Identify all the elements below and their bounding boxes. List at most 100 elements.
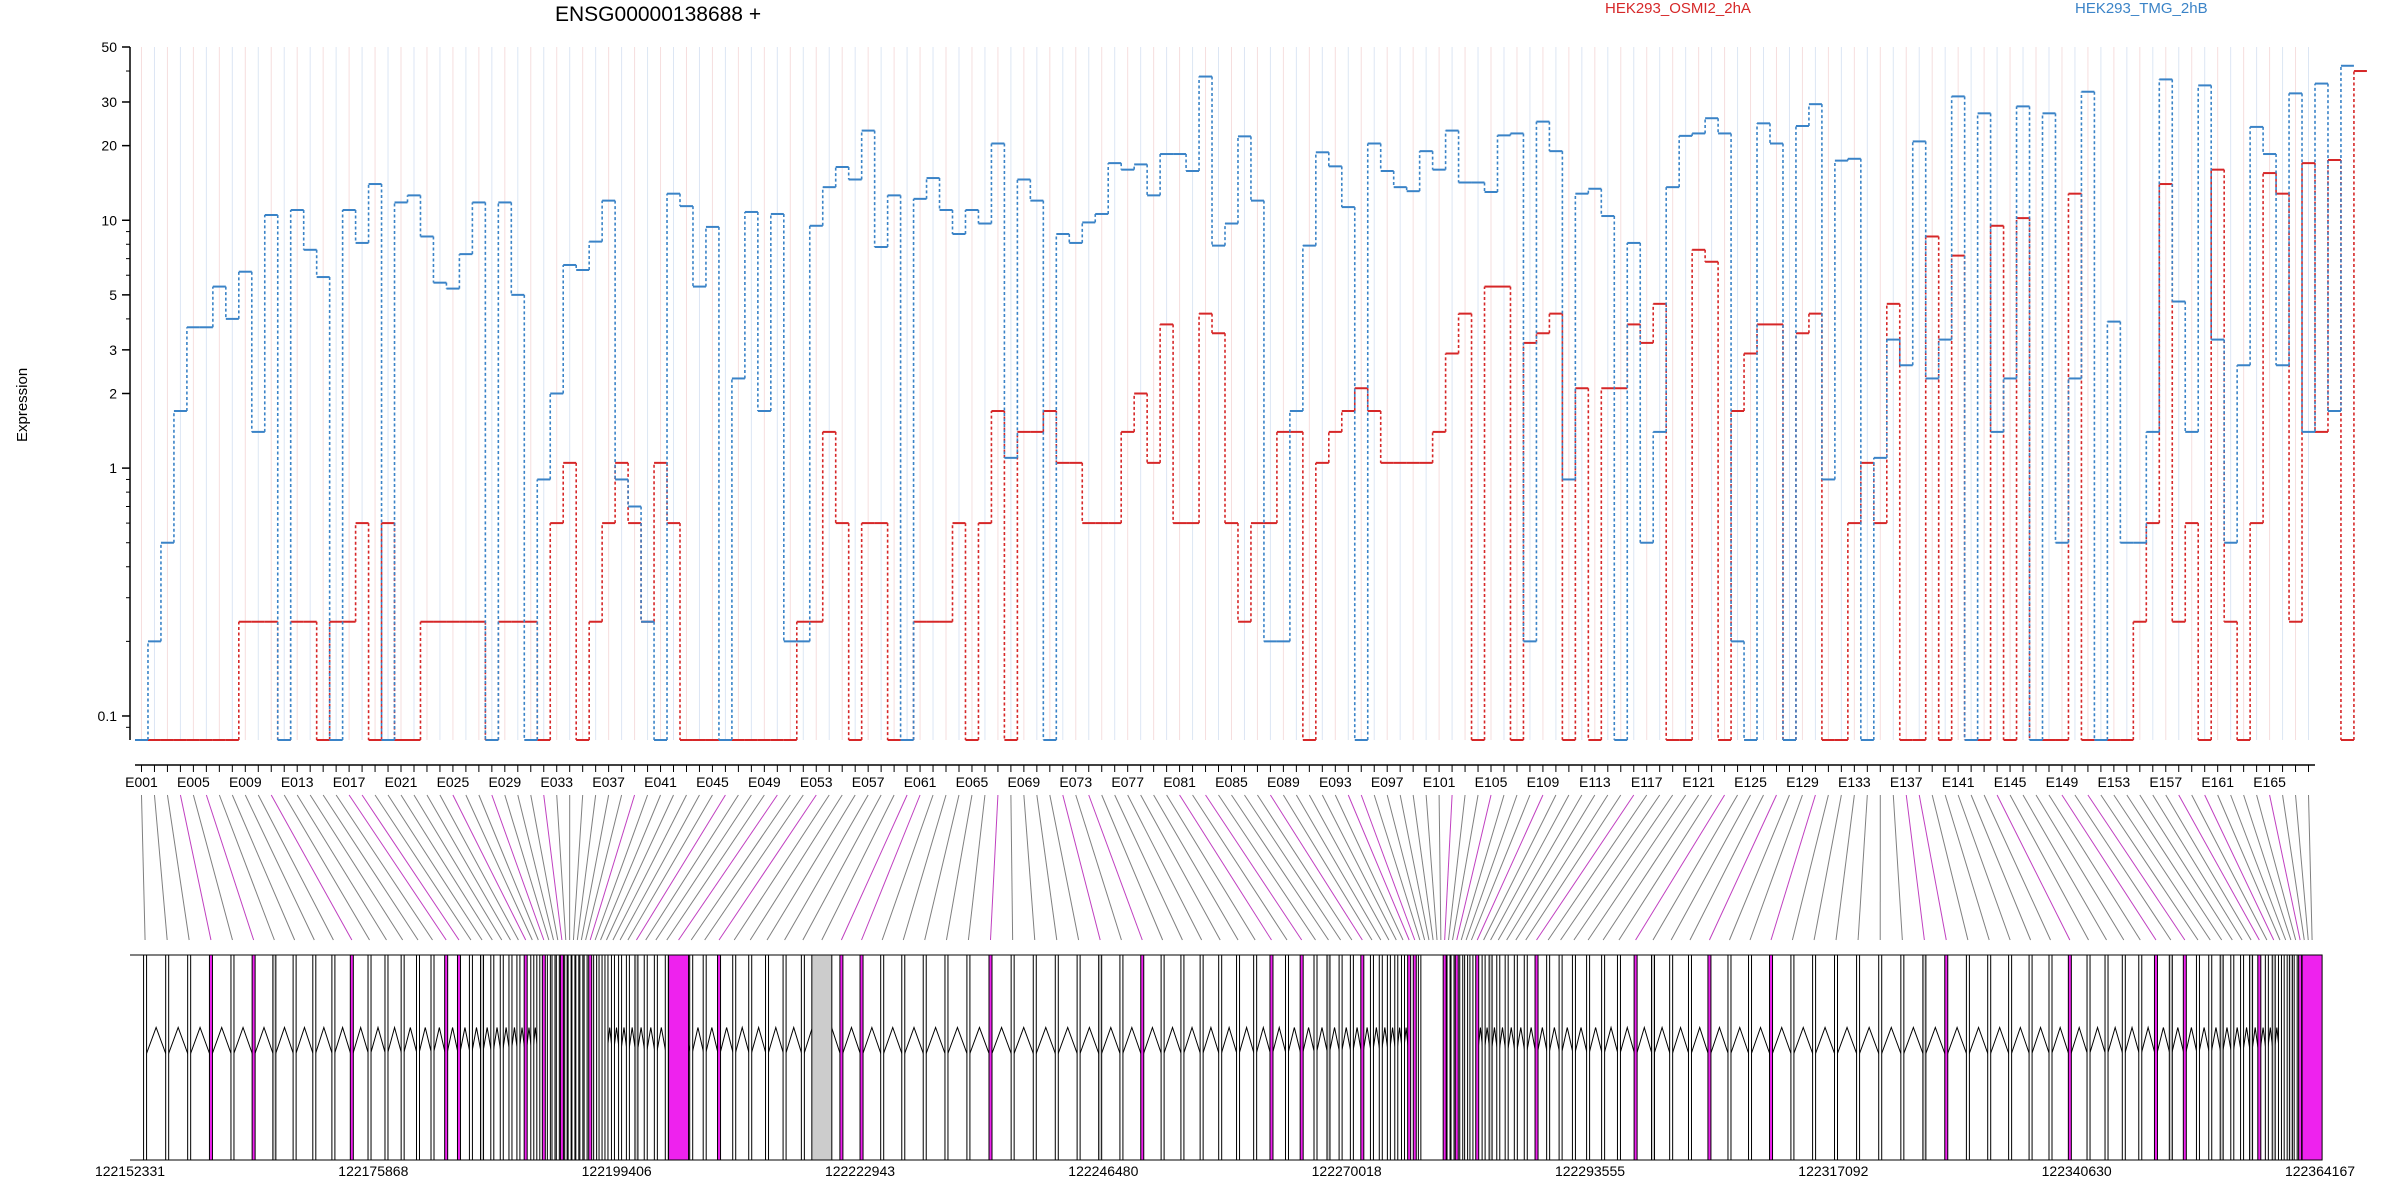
exon-block <box>653 954 658 1161</box>
legend-series-a: HEK293_OSMI2_2hA <box>1605 0 1751 17</box>
x-tick-label: E081 <box>1163 774 1196 790</box>
legend-series-b: HEK293_TMG_2hB <box>2075 0 2208 17</box>
series-connector <box>147 65 2342 740</box>
exon-block <box>575 954 580 1161</box>
intron <box>718 1027 735 1058</box>
exon-block <box>702 954 707 1161</box>
exon-block <box>1284 954 1289 1161</box>
exon-connector <box>556 794 567 941</box>
exon-block <box>922 954 927 1161</box>
exon-connector <box>1321 794 1397 941</box>
exon-block <box>2048 954 2053 1161</box>
x-tick-label: E073 <box>1059 774 1092 790</box>
exon-connector <box>1918 794 1947 941</box>
y-tick-label: 5 <box>109 287 117 303</box>
genomic-tick-label: 122270018 <box>1312 1163 1382 1179</box>
exon-connector <box>1525 794 1622 941</box>
x-tick-label: E085 <box>1215 774 1248 790</box>
exon-block <box>2301 954 2323 1161</box>
genomic-tick-label: 122246480 <box>1068 1163 1138 1179</box>
intron <box>273 1025 296 1058</box>
exon-connector <box>1448 794 1466 941</box>
genomic-tick-label: 122340630 <box>2042 1163 2112 1179</box>
x-tick-label: E141 <box>1942 774 1975 790</box>
intron <box>2123 1025 2141 1058</box>
y-tick-label: 50 <box>101 39 117 55</box>
exon-connector <box>1515 794 1609 941</box>
intron <box>1254 1025 1272 1058</box>
exon-block <box>1513 954 1518 1161</box>
exon-connector <box>1244 794 1342 941</box>
exon-block <box>1269 954 1274 1161</box>
intron <box>704 1027 720 1058</box>
intron <box>1078 1026 1101 1058</box>
exon-block <box>643 954 648 1161</box>
exon-connector <box>1587 794 1687 941</box>
exon-connector <box>1689 794 1764 941</box>
intron <box>445 1027 460 1058</box>
y-tick-label: 3 <box>109 342 117 358</box>
intron <box>967 1026 991 1058</box>
exon-connector <box>2282 794 2305 941</box>
intron <box>2088 1025 2108 1058</box>
y-axis-label: Expression <box>14 367 31 442</box>
x-tick-label: E125 <box>1734 774 1767 790</box>
exon-connector <box>1729 794 1790 941</box>
intron <box>332 1025 353 1058</box>
intron <box>313 1025 334 1058</box>
exon-connector <box>572 794 584 941</box>
genomic-tick-label: 122364167 <box>2285 1163 2355 1179</box>
exon-connector <box>2126 794 2223 941</box>
intron <box>2030 1025 2051 1058</box>
exon-block <box>1299 954 1304 1161</box>
exon-connector <box>924 794 960 941</box>
intron <box>749 1025 768 1058</box>
exon-block <box>1687 954 1692 1161</box>
x-tick-label: E005 <box>177 774 210 790</box>
exon-connector <box>1483 794 1557 941</box>
exon-block <box>559 954 564 1161</box>
exon-block <box>1313 954 1318 1161</box>
exon-connector <box>2048 794 2141 941</box>
intron <box>432 1027 447 1058</box>
intron <box>1120 1025 1143 1058</box>
exon-block <box>1651 954 1656 1161</box>
intron <box>1327 1027 1342 1058</box>
exon-block <box>530 954 535 1161</box>
intron <box>2197 1027 2211 1058</box>
y-tick-label: 2 <box>109 386 117 402</box>
exon-block <box>2168 954 2173 1161</box>
exon-connector <box>270 794 353 941</box>
exon-block <box>312 954 317 1161</box>
exon-block <box>1338 954 1343 1161</box>
intron <box>1879 1026 1903 1058</box>
intron <box>1587 1027 1604 1058</box>
exon-connector <box>1892 794 1903 941</box>
x-tick-label: E029 <box>488 774 521 790</box>
exon-connector <box>1231 794 1329 941</box>
exon-block <box>2182 954 2187 1161</box>
exon-connector <box>1497 794 1583 941</box>
exon-block <box>2086 954 2091 1161</box>
exon-connector <box>2178 794 2260 941</box>
x-tick-label: E013 <box>281 774 314 790</box>
exon-block <box>480 954 485 1161</box>
exon-connector <box>179 794 212 941</box>
exon-connector <box>2152 794 2243 941</box>
exon-block <box>901 954 906 1161</box>
exon-connector <box>1257 794 1353 941</box>
x-tick-label: E077 <box>1111 774 1144 790</box>
exon-block <box>1442 954 1447 1161</box>
intron <box>861 1025 883 1058</box>
intron <box>166 1026 190 1058</box>
exon-connector <box>2139 794 2233 941</box>
intron <box>1729 1025 1751 1058</box>
exon-connector <box>840 794 908 941</box>
exon-block <box>811 954 833 1161</box>
exon-block <box>516 954 521 1161</box>
intron <box>1301 1027 1316 1058</box>
x-tick-label: E049 <box>748 774 781 790</box>
exon-connector <box>283 794 370 941</box>
exon-block <box>765 954 770 1161</box>
exon-connectors <box>140 794 2313 941</box>
